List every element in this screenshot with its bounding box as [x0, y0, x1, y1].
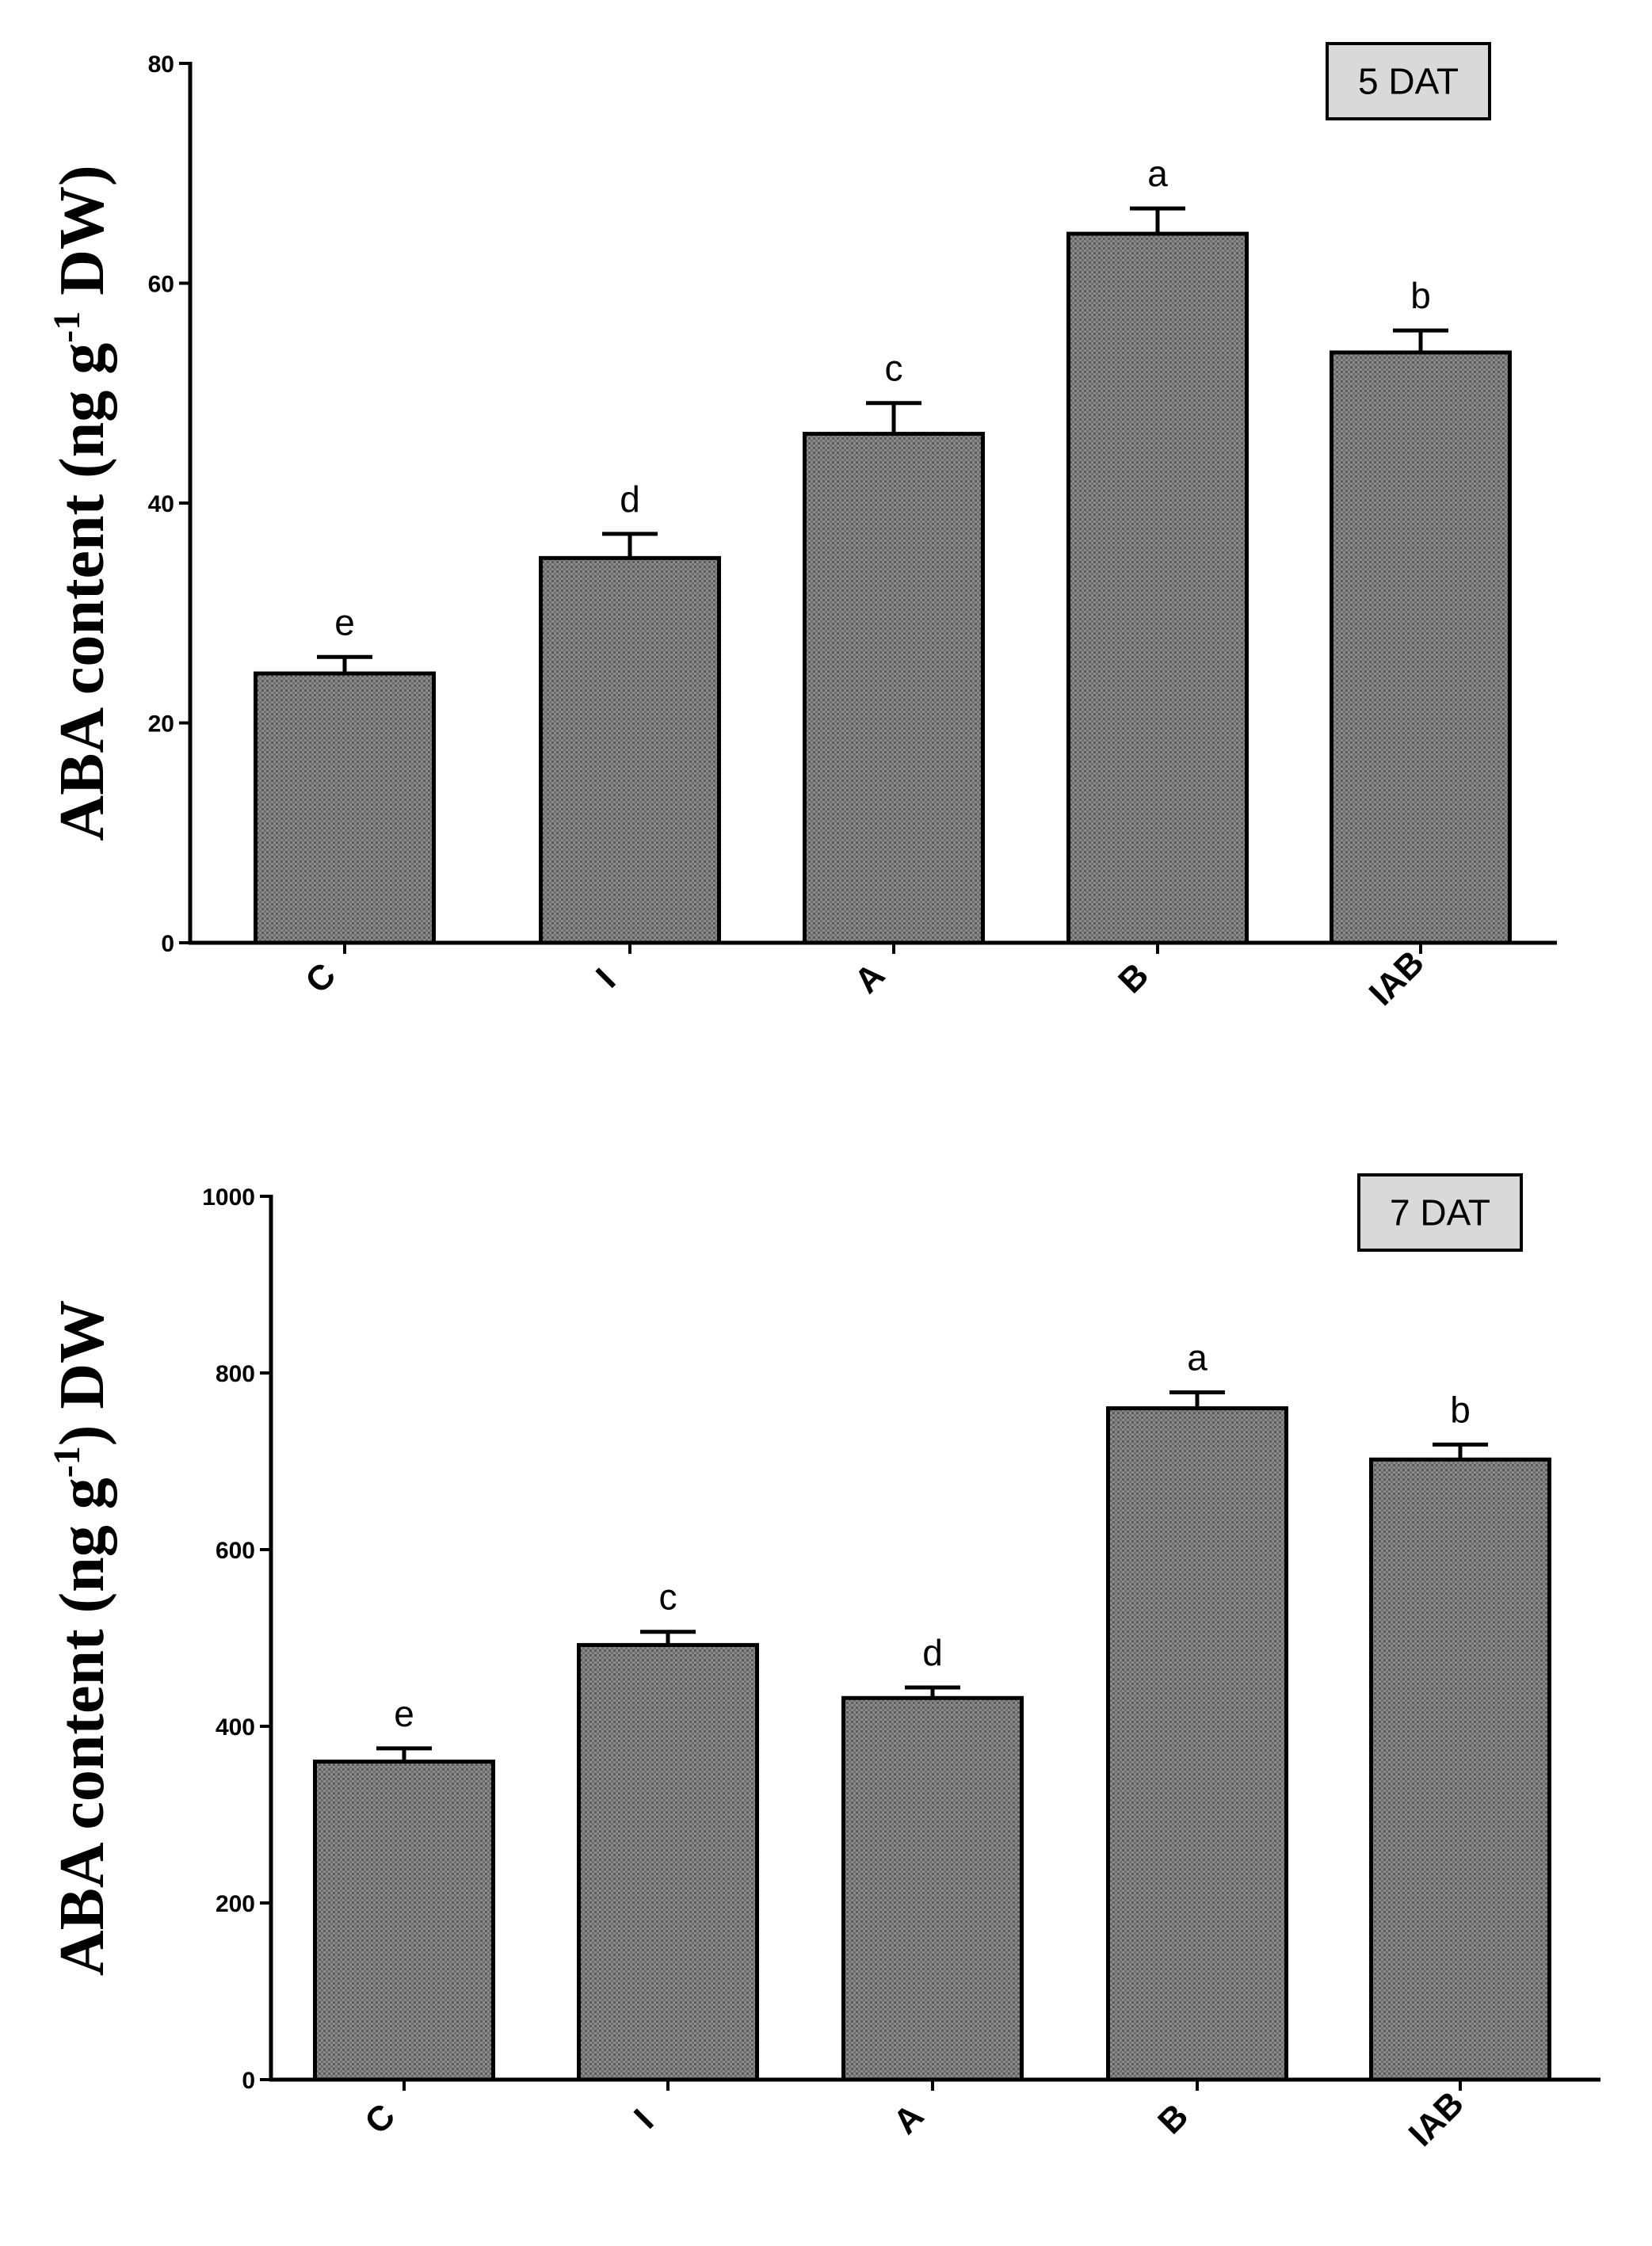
- y-tick-label: 40: [148, 491, 174, 517]
- bar-C: [254, 671, 436, 945]
- significance-letter-IAB: b: [1450, 1389, 1471, 1430]
- y-tick-label: 400: [216, 1714, 255, 1741]
- bar-A: [841, 1695, 1024, 2082]
- category-label-A: A: [847, 955, 892, 1001]
- y-axis-title-main: ABA content (ng g: [48, 1478, 117, 1976]
- category-label-C: C: [357, 2096, 403, 2141]
- significance-letter-I: d: [620, 479, 640, 520]
- category-label-I: I: [589, 961, 623, 995]
- chart-panel-5dat: ABA content (ng g-1 DW)eCdIcAaBbIAB02040…: [46, 42, 1557, 1013]
- significance-letter-B: a: [1147, 153, 1168, 194]
- y-tick-label: 0: [161, 931, 174, 957]
- category-label-C: C: [298, 955, 343, 1001]
- chart-panel-7dat: ABA content (ng g-1) DW e Cc Id Aa Bb IAB 0 200 4…: [46, 1173, 1600, 2154]
- bar-I: [577, 1642, 759, 2082]
- y-tick-label: 800: [216, 1361, 255, 1387]
- category-label-A: A: [886, 2096, 931, 2141]
- significance-letter-I: c: [659, 1577, 677, 1618]
- panel-badge-box: [1357, 1173, 1523, 1252]
- y-axis-title: ABA content (ng g-1 DW): [46, 165, 117, 841]
- y-tick-label: 60: [148, 272, 174, 298]
- panel-badge-label: 5 DAT: [1358, 61, 1459, 102]
- bar-A: [803, 432, 985, 945]
- y-tick-label: 20: [148, 711, 174, 738]
- bar-B: [1066, 231, 1249, 945]
- y-tick-label: 1000: [202, 1184, 255, 1211]
- significance-letter-A: c: [885, 348, 903, 389]
- significance-letter-C: e: [394, 1693, 414, 1734]
- y-axis-title: ABA content (ng g-1) DW: [46, 1300, 117, 1976]
- y-axis-title-main: ABA content (ng g: [48, 343, 117, 841]
- y-tick-label: 80: [148, 51, 174, 78]
- significance-letter-IAB: b: [1410, 275, 1431, 316]
- panel-badge-box: [1326, 42, 1491, 120]
- category-label-IAB: IAB: [1402, 2084, 1471, 2154]
- y-tick-label: 0: [242, 2068, 255, 2094]
- y-axis-title-superscript: -1: [46, 311, 88, 343]
- y-tick-label: 200: [216, 1891, 255, 1917]
- bar-IAB: [1369, 1457, 1551, 2082]
- y-axis-title-tail: ) DW: [48, 1300, 117, 1446]
- significance-letter-A: d: [922, 1632, 943, 1673]
- bar-C: [313, 1760, 495, 2082]
- significance-letter-C: e: [334, 601, 355, 643]
- category-label-I: I: [627, 2102, 661, 2136]
- bar-IAB: [1330, 350, 1512, 945]
- y-axis-title-superscript: -1: [46, 1446, 88, 1478]
- y-axis-title-tail: DW): [48, 165, 117, 311]
- bar-I: [539, 555, 721, 945]
- panel-badge-label: 7 DAT: [1390, 1192, 1490, 1234]
- y-tick-label: 600: [216, 1538, 255, 1564]
- category-label-B: B: [1150, 2096, 1196, 2141]
- category-label-B: B: [1111, 955, 1156, 1001]
- significance-letter-B: a: [1187, 1337, 1208, 1378]
- bar-B: [1106, 1406, 1288, 2082]
